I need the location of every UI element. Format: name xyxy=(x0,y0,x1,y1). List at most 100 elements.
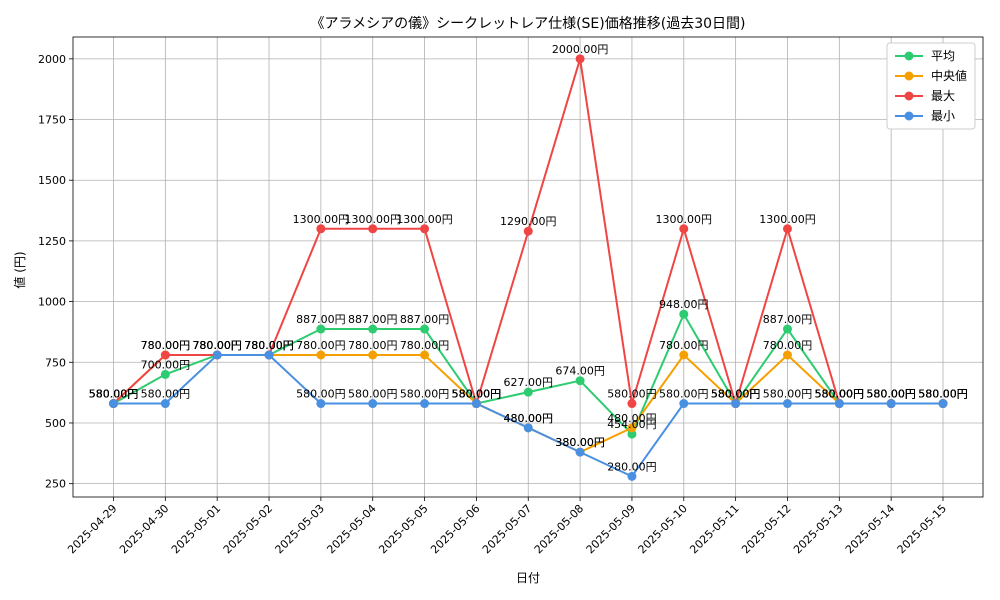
data-label: 780.00円 xyxy=(763,339,813,352)
x-tick-label: 2025-05-09 xyxy=(584,502,638,556)
data-point xyxy=(782,350,792,360)
data-label: 480.00円 xyxy=(504,412,554,425)
data-label: 580.00円 xyxy=(89,388,139,401)
data-label: 580.00円 xyxy=(815,388,865,401)
data-point xyxy=(679,224,689,234)
data-point xyxy=(627,429,637,439)
data-label: 580.00円 xyxy=(815,388,865,401)
data-label: 780.00円 xyxy=(192,339,242,352)
data-label: 780.00円 xyxy=(244,339,294,352)
data-point xyxy=(420,224,430,234)
data-label: 780.00円 xyxy=(296,339,346,352)
data-label: 700.00円 xyxy=(141,358,191,371)
data-label: 580.00円 xyxy=(711,388,761,401)
data-label: 480.00円 xyxy=(607,412,657,425)
data-label: 580.00円 xyxy=(711,388,761,401)
legend-swatch-marker xyxy=(904,51,914,61)
data-point xyxy=(109,399,118,409)
data-point xyxy=(420,324,430,334)
x-tick-label: 2025-05-02 xyxy=(221,502,275,556)
series-lines xyxy=(109,54,948,481)
data-label: 454.00円 xyxy=(607,418,657,431)
data-label: 887.00円 xyxy=(296,313,346,326)
data-point xyxy=(575,54,585,64)
data-label: 580.00円 xyxy=(607,388,657,401)
data-label: 580.00円 xyxy=(866,388,916,401)
data-label: 580.00円 xyxy=(815,388,865,401)
y-tick-label: 250 xyxy=(45,478,66,491)
x-tick-label: 2025-05-14 xyxy=(843,502,897,556)
data-point xyxy=(782,399,792,409)
data-label: 580.00円 xyxy=(711,388,761,401)
data-label: 580.00円 xyxy=(866,388,916,401)
data-point xyxy=(679,399,689,409)
data-label: 580.00円 xyxy=(296,388,346,401)
x-axis-title: 日付 xyxy=(516,571,540,585)
data-label: 580.00円 xyxy=(452,388,502,401)
data-label: 780.00円 xyxy=(659,339,709,352)
data-label: 580.00円 xyxy=(866,388,916,401)
data-label: 780.00円 xyxy=(192,339,242,352)
y-tick-label: 2000 xyxy=(38,53,66,66)
data-label: 580.00円 xyxy=(918,388,968,401)
data-point xyxy=(523,387,533,397)
plot-frame xyxy=(72,36,984,498)
data-point xyxy=(679,350,689,360)
data-label: 580.00円 xyxy=(815,388,865,401)
x-tick-label: 2025-05-12 xyxy=(739,502,793,556)
data-label: 1300.00円 xyxy=(656,213,713,226)
x-tick-label: 2025-05-11 xyxy=(687,502,741,556)
data-point xyxy=(160,399,170,409)
legend-swatch-marker xyxy=(904,91,914,101)
data-label: 580.00円 xyxy=(141,388,191,401)
x-tick-label: 2025-05-06 xyxy=(428,502,482,556)
data-label: 580.00円 xyxy=(918,388,968,401)
data-point xyxy=(679,309,689,319)
data-label: 280.00円 xyxy=(607,460,657,473)
data-label: 580.00円 xyxy=(918,388,968,401)
legend-swatch-marker xyxy=(904,111,914,121)
data-point xyxy=(938,399,948,409)
data-label: 1300.00円 xyxy=(344,213,401,226)
data-label: 887.00円 xyxy=(763,313,813,326)
grid xyxy=(73,37,983,497)
data-point xyxy=(368,224,378,234)
data-point xyxy=(160,350,170,360)
data-label: 780.00円 xyxy=(244,339,294,352)
data-label: 580.00円 xyxy=(763,388,813,401)
x-tick-label: 2025-05-08 xyxy=(532,502,586,556)
axes: 2025-04-292025-04-302025-05-012025-05-02… xyxy=(38,36,984,556)
data-label: 780.00円 xyxy=(141,339,191,352)
data-point xyxy=(575,447,585,457)
data-point xyxy=(368,324,378,334)
data-label: 380.00円 xyxy=(555,436,605,449)
legend-label: 中央値 xyxy=(931,68,967,83)
data-label: 780.00円 xyxy=(244,339,294,352)
x-tick-label: 2025-04-30 xyxy=(117,502,171,556)
data-label: 580.00円 xyxy=(866,388,916,401)
x-tick-label: 2025-04-29 xyxy=(65,502,119,556)
x-tick-label: 2025-05-05 xyxy=(376,502,430,556)
y-tick-label: 1000 xyxy=(38,296,66,309)
data-point xyxy=(212,350,222,360)
data-point xyxy=(523,423,533,433)
data-label: 380.00円 xyxy=(555,436,605,449)
legend-label: 平均 xyxy=(931,49,955,63)
data-label: 780.00円 xyxy=(348,339,398,352)
data-point xyxy=(627,423,637,433)
data-label: 2000.00円 xyxy=(552,43,609,56)
data-label: 580.00円 xyxy=(452,388,502,401)
legend-label: 最小 xyxy=(931,109,955,123)
x-tick-label: 2025-05-03 xyxy=(273,502,327,556)
data-point xyxy=(160,369,170,379)
data-label: 580.00円 xyxy=(89,388,139,401)
data-point xyxy=(834,399,844,409)
data-label: 1300.00円 xyxy=(293,213,350,226)
x-tick-label: 2025-05-07 xyxy=(480,502,534,556)
data-label: 580.00円 xyxy=(89,388,139,401)
data-label: 674.00円 xyxy=(555,365,605,378)
legend-swatch-marker xyxy=(904,71,914,81)
data-label: 780.00円 xyxy=(244,339,294,352)
